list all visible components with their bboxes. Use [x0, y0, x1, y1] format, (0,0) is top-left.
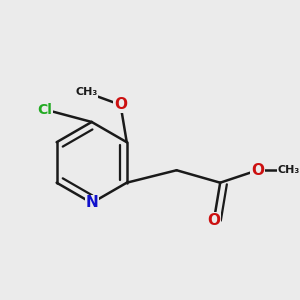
Text: CH₃: CH₃	[75, 87, 98, 98]
Text: CH₃: CH₃	[278, 165, 300, 175]
Text: O: O	[207, 213, 220, 228]
Text: O: O	[251, 163, 264, 178]
Text: N: N	[85, 195, 98, 210]
Text: O: O	[114, 97, 127, 112]
Text: Cl: Cl	[38, 103, 52, 116]
